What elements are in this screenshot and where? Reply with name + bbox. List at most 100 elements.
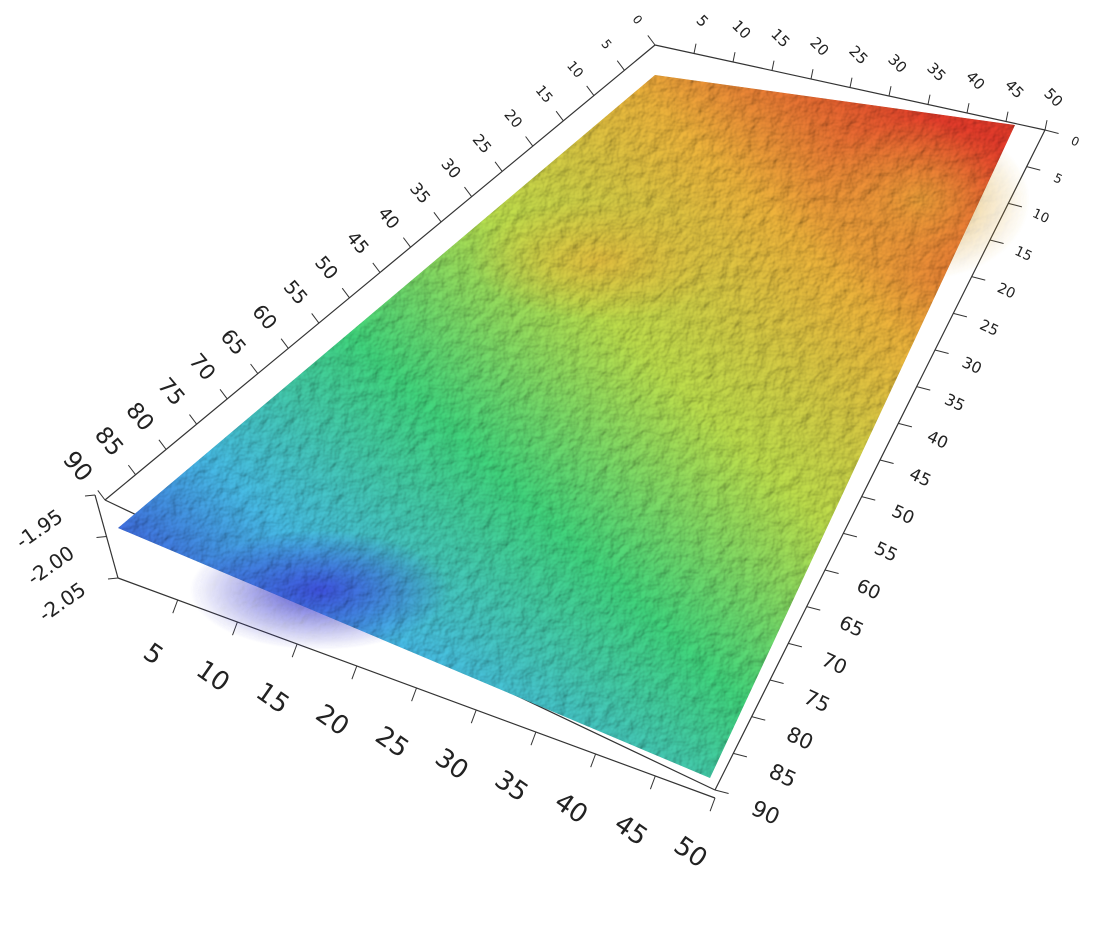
tick-mark (888, 86, 892, 97)
tick-mark (590, 753, 597, 768)
tick-mark (84, 494, 96, 497)
y-tick-label-left: 5 (598, 36, 615, 52)
y-tick-label: 5 (1051, 170, 1065, 187)
y-tick-label: 10 (1030, 206, 1051, 227)
tick-mark (280, 338, 289, 349)
tick-mark (530, 731, 537, 746)
tick-mark (470, 709, 477, 724)
y-tick-label: 45 (906, 464, 934, 491)
y-tick-label: 55 (871, 538, 901, 567)
y-tick-label: 40 (924, 427, 951, 453)
tick-mark (96, 536, 107, 538)
y-tick-label: 60 (853, 575, 883, 604)
tick-mark (189, 414, 198, 425)
x-tick-label-back: 30 (884, 51, 910, 77)
tick-mark (647, 35, 656, 46)
x-tick-label-back: 40 (962, 68, 988, 94)
y-tick-label: 65 (836, 611, 868, 642)
tick-mark (693, 43, 697, 54)
x-tick-label-back: 5 (693, 11, 712, 30)
y-tick-label-left: 55 (279, 276, 312, 310)
x-tick-label-back: 20 (806, 34, 832, 60)
tick-mark (788, 642, 803, 648)
tick-mark (751, 716, 766, 721)
tick-mark (769, 679, 784, 684)
y-tick-label: 20 (995, 280, 1018, 302)
tick-mark (934, 349, 949, 354)
tick-mark (709, 797, 716, 812)
tick-mark (927, 94, 931, 105)
tick-mark (107, 577, 119, 580)
x-tick-label: 15 (250, 677, 294, 721)
x-tick-label: 5 (138, 638, 169, 672)
y-tick-label: 90 (747, 796, 783, 830)
tick-mark (97, 490, 106, 501)
y-tick-label: 15 (1012, 243, 1035, 265)
tick-mark (714, 789, 729, 794)
y-tick-label-left: 15 (532, 83, 556, 107)
high-region (470, 200, 730, 320)
tick-mark (898, 422, 913, 428)
tick-mark (402, 237, 411, 248)
tick-mark (172, 599, 179, 614)
tick-mark (916, 386, 931, 391)
tick-mark (771, 60, 775, 71)
tick-mark (411, 687, 417, 702)
y-tick-label: 70 (818, 648, 851, 679)
x-tick-label: 50 (668, 831, 712, 875)
tick-mark (311, 313, 320, 324)
y-tick-label: 25 (977, 317, 1001, 340)
tick-mark (555, 110, 564, 122)
tick-mark (849, 77, 853, 88)
tick-mark (1044, 120, 1048, 131)
y-tick-label: 50 (888, 502, 917, 530)
x-tick-label-back: 50 (1040, 85, 1066, 111)
tick-mark (219, 388, 228, 400)
tick-mark (616, 60, 625, 71)
y-tick-label: 75 (800, 685, 834, 718)
y-tick-label-left: 30 (437, 154, 465, 182)
y-tick-label-left: 60 (247, 300, 282, 335)
tick-mark (733, 752, 748, 758)
surface (118, 75, 1030, 778)
y-tick-label-left: 0 (630, 12, 646, 27)
tick-mark (341, 287, 350, 299)
y-tick-label-left: 75 (152, 373, 189, 411)
tick-mark (861, 496, 876, 501)
y-tick-label-left: 85 (89, 421, 130, 462)
tick-mark (953, 312, 968, 318)
x-tick-label-back: 25 (845, 42, 871, 68)
tick-mark (494, 161, 503, 172)
tick-mark (586, 85, 595, 96)
y-tick-label-left: 90 (57, 446, 98, 487)
tick-mark (372, 262, 381, 273)
tick-mark (351, 665, 358, 680)
y-tick-label-left: 10 (563, 59, 585, 82)
tick-mark (1044, 129, 1059, 134)
y-tick-label: 85 (765, 759, 800, 793)
x-tick-label: 45 (608, 809, 652, 853)
y-tick-label-left: 35 (406, 179, 434, 207)
tick-mark (1005, 111, 1009, 122)
x-tick-label: 35 (489, 765, 533, 809)
y-tick-label: 0 (1069, 134, 1082, 150)
y-tick-label-left: 40 (373, 204, 403, 234)
tick-mark (806, 606, 821, 611)
x-tick-label: 20 (310, 699, 354, 743)
y-tick-label-left: 25 (469, 131, 495, 158)
x-tick-label-back: 45 (1001, 76, 1027, 102)
tick-mark (250, 363, 259, 374)
x-tick-label: 40 (549, 787, 593, 831)
y-tick-label-left: 70 (184, 349, 221, 386)
x-tick-label-back: 35 (923, 59, 949, 85)
y-tick-label: 35 (942, 390, 968, 416)
tick-mark (971, 276, 986, 281)
tick-mark (732, 52, 736, 63)
x-tick-label: 30 (429, 743, 473, 787)
tick-mark (879, 459, 894, 464)
tick-mark (810, 69, 814, 80)
tick-mark (525, 136, 534, 147)
tick-mark (824, 569, 839, 574)
y-tick-label-left: 20 (500, 106, 525, 131)
